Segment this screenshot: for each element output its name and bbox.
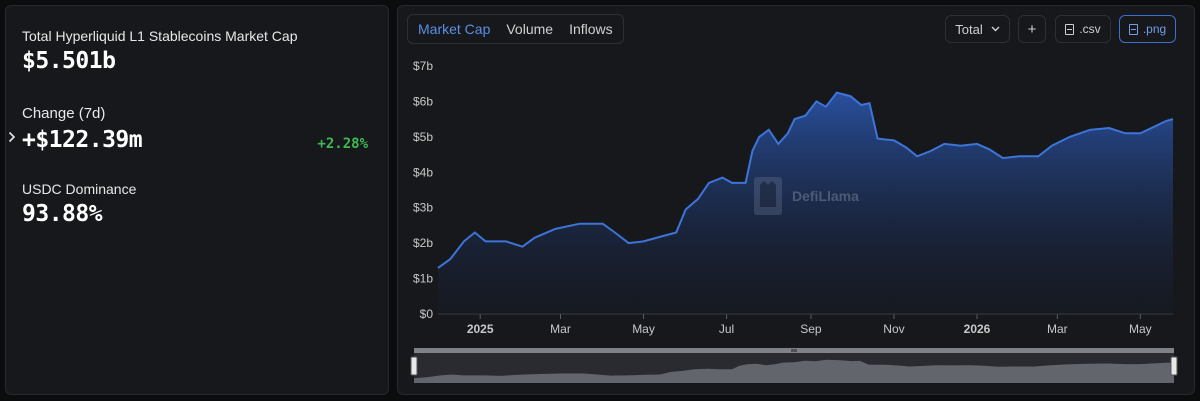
defillama-watermark: DefiLlama [754, 177, 859, 215]
x-tick-label: May [1129, 322, 1152, 336]
series-line [437, 91, 1174, 269]
watermark-text: DefiLlama [792, 188, 859, 204]
change-value: +$122.39m [22, 127, 143, 153]
chevron-down-icon [991, 26, 1000, 32]
market-cap-value: $5.501b [22, 48, 116, 74]
chart-panel: Market Cap Volume Inflows Total + .csv .… [397, 5, 1195, 395]
chevron-right-icon[interactable] [8, 130, 16, 146]
x-tick-label: Mar [550, 322, 571, 336]
y-tick-label: $5b [413, 130, 433, 144]
stats-panel: Total Hyperliquid L1 Stablecoins Market … [5, 5, 389, 395]
navigator-handle-right[interactable] [1170, 356, 1178, 376]
x-tick-label: Jul [719, 322, 734, 336]
total-select[interactable]: Total [945, 15, 1010, 43]
csv-download-button[interactable]: .csv [1055, 15, 1111, 43]
market-cap-label: Total Hyperliquid L1 Stablecoins Market … [22, 28, 298, 44]
y-tick-label: $1b [413, 272, 433, 286]
x-tick-label: Sep [800, 322, 822, 336]
market-cap-chart: $0 $1b $2b $3b $4b $5b $6b $7b 2025 Mar May Jul Sep… [410, 59, 1178, 383]
dominance-label: USDC Dominance [22, 181, 137, 197]
x-tick-label: 2026 [964, 322, 991, 336]
change-percent: +2.28% [317, 136, 368, 152]
y-tick-label: $6b [413, 94, 433, 108]
image-file-icon [1128, 23, 1138, 35]
tab-market-cap[interactable]: Market Cap [418, 21, 491, 37]
csv-label: .csv [1079, 22, 1101, 36]
y-tick-label: $7b [413, 59, 433, 73]
change-label: Change (7d) [22, 105, 106, 122]
x-tick-label: 2025 [467, 322, 494, 336]
navigator-series [414, 359, 1174, 383]
x-tick-label: Mar [1047, 322, 1068, 336]
dominance-value: 93.88% [22, 201, 103, 227]
file-icon [1065, 23, 1075, 35]
y-tick-label: $0 [420, 307, 434, 321]
png-label: .png [1142, 22, 1167, 36]
y-tick-label: $2b [413, 236, 433, 250]
series-area [438, 92, 1173, 314]
add-button[interactable]: + [1018, 15, 1046, 43]
y-tick-label: $4b [413, 165, 433, 179]
y-tick-label: $3b [413, 201, 433, 215]
png-download-button[interactable]: .png [1119, 15, 1176, 43]
x-tick-label: Nov [883, 322, 904, 336]
range-navigator[interactable] [410, 348, 1178, 383]
tab-inflows[interactable]: Inflows [569, 21, 613, 37]
x-tick-label: May [632, 322, 655, 336]
tab-volume[interactable]: Volume [506, 21, 554, 37]
chart-tabs: Market Cap Volume Inflows [407, 14, 624, 44]
total-select-label: Total [955, 21, 983, 37]
add-button-label: + [1027, 20, 1037, 38]
navigator-handle-left[interactable] [410, 356, 418, 376]
